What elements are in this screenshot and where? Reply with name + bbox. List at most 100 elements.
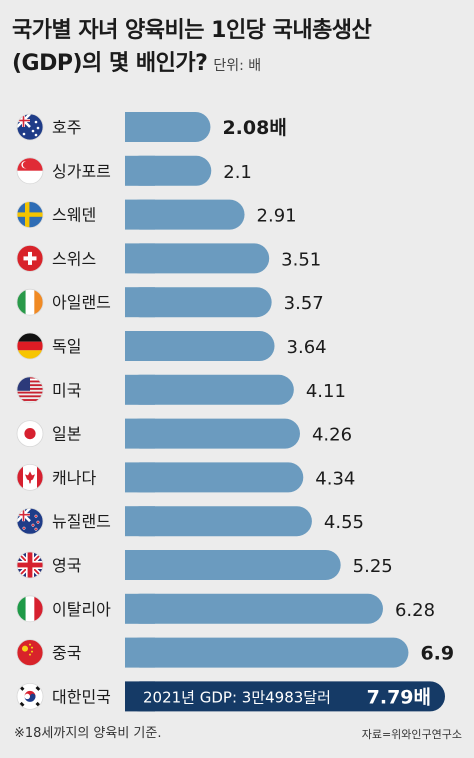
uk-flag xyxy=(17,552,43,578)
bar-square-start xyxy=(125,593,155,624)
australia-flag-star xyxy=(22,132,26,136)
canada-flag-left-band xyxy=(17,464,23,491)
bar xyxy=(125,550,341,580)
data-label: 4.55 xyxy=(324,512,364,533)
bar xyxy=(125,462,304,493)
italy-flag-white xyxy=(25,595,35,622)
bar-row: 뉴질랜드 4.55 xyxy=(16,506,364,537)
australia-flag-star xyxy=(34,133,38,137)
bar-row: 대한민국 2021년 GDP: 3만4983달러 7.79배 xyxy=(16,681,445,712)
sweden-flag-cross-v xyxy=(25,201,30,228)
data-label: 3.64 xyxy=(287,337,327,358)
footnote: ※18세까지의 양육비 기준. xyxy=(14,726,162,741)
korea-flag xyxy=(17,683,43,710)
china-flag-small-star xyxy=(29,653,31,656)
bar-row: 호주 2.08배 xyxy=(16,112,287,142)
ireland-flag-orange xyxy=(34,289,43,316)
data-label: 4.11 xyxy=(306,381,346,402)
china-flag-big-star xyxy=(22,645,28,652)
china-flag xyxy=(17,639,43,666)
category-label: 캐나다 xyxy=(52,468,96,487)
unit-label: 단위: 배 xyxy=(213,58,262,74)
category-label: 뉴질랜드 xyxy=(52,512,111,531)
germany-flag xyxy=(17,333,43,359)
category-label: 스웨덴 xyxy=(52,206,96,225)
singapore-flag-white xyxy=(17,170,43,184)
sweden-flag xyxy=(17,201,43,228)
uk-flag-outline xyxy=(16,551,44,579)
bar xyxy=(125,243,270,274)
korea-flag-outline xyxy=(16,683,44,710)
bar-row: 캐나다 4.34 xyxy=(16,462,355,493)
usa-flag-stripe xyxy=(17,395,43,398)
uk-flag-cross-v-red xyxy=(27,552,33,578)
bar-row: 독일 3.64 xyxy=(16,331,327,361)
bar-row: 싱가포르 2.1 xyxy=(16,155,252,186)
data-label: 6.28 xyxy=(395,600,435,621)
italy-flag-outline xyxy=(16,595,44,623)
source-credit: 자료=위와인구연구소 xyxy=(361,728,462,741)
germany-flag-red xyxy=(17,341,43,351)
japan-flag-outline xyxy=(16,420,44,448)
new-zealand-flag-star xyxy=(34,514,38,518)
data-label: 3.57 xyxy=(284,293,324,314)
data-label: 2.08배 xyxy=(222,117,286,139)
bar-square-start xyxy=(125,331,155,361)
data-label: 4.34 xyxy=(315,468,355,489)
title-line-1: 국가별 자녀 양육비는 1인당 국내총생산 xyxy=(12,18,372,43)
bar-row: 영국 5.25 xyxy=(16,550,393,580)
china-flag-small-star xyxy=(31,650,33,653)
australia-flag-star xyxy=(31,129,35,133)
usa-flag-stripe xyxy=(17,399,43,401)
category-label: 독일 xyxy=(52,337,81,356)
bar-row: 미국 4.11 xyxy=(16,374,346,405)
korea-flag-taegeuk-blue xyxy=(24,693,36,702)
category-label: 중국 xyxy=(52,644,81,663)
bar-square-start xyxy=(125,681,155,712)
korea-flag-trigram xyxy=(19,701,25,707)
bar-square-start xyxy=(125,374,155,405)
data-label: 5.25 xyxy=(353,556,393,577)
bar-row: 스위스 3.51 xyxy=(16,243,321,274)
bar-row: 스웨덴 2.91 xyxy=(16,199,297,230)
italy-flag-red xyxy=(34,595,43,622)
germany-flag-gold xyxy=(17,350,43,359)
category-label: 이탈리아 xyxy=(52,600,111,619)
sweden-flag-cross-h xyxy=(17,212,43,217)
category-label: 스위스 xyxy=(52,249,96,268)
category-label: 대한민국 xyxy=(52,687,111,706)
china-flag-outline xyxy=(16,639,44,666)
australia-flag-outline xyxy=(16,113,44,141)
switzerland-flag-outline xyxy=(16,244,44,272)
new-zealand-flag-star xyxy=(34,527,38,531)
japan-flag-sun xyxy=(24,428,36,440)
category-label: 싱가포르 xyxy=(52,162,111,181)
singapore-flag-moon-cut xyxy=(22,161,30,169)
japan-flag xyxy=(17,420,43,447)
new-zealand-flag-cross-v-red xyxy=(22,508,25,522)
bar xyxy=(125,506,312,537)
new-zealand-flag-star xyxy=(22,526,26,530)
bar-square-start xyxy=(125,287,155,318)
data-label: 2.1 xyxy=(223,162,252,183)
bar xyxy=(125,637,409,668)
highlight-bar-text: 2021년 GDP: 3만4983달러 xyxy=(143,688,331,706)
bar xyxy=(125,418,300,449)
chart-title: 국가별 자녀 양육비는 1인당 국내총생산 (GDP)의 몇 배인가? 단위: 배 xyxy=(12,14,372,83)
bar-row: 이탈리아 6.28 xyxy=(16,593,435,624)
new-zealand-flag-outline xyxy=(16,507,44,535)
category-label: 아일랜드 xyxy=(52,293,111,312)
singapore-flag xyxy=(17,157,43,184)
bar-row: 중국 6.9 xyxy=(16,637,454,668)
new-zealand-flag-star xyxy=(36,520,40,524)
ireland-flag-white xyxy=(25,289,35,316)
data-label: 2.91 xyxy=(257,206,297,227)
australia-flag-cross-v-red xyxy=(22,114,25,127)
category-label: 호주 xyxy=(52,118,81,137)
bar-square-start xyxy=(125,112,155,142)
sweden-flag-outline xyxy=(16,201,44,229)
canada-flag xyxy=(17,464,43,491)
bar-square-start xyxy=(125,637,155,668)
bar-square-start xyxy=(125,199,155,230)
germany-flag-outline xyxy=(16,332,44,360)
